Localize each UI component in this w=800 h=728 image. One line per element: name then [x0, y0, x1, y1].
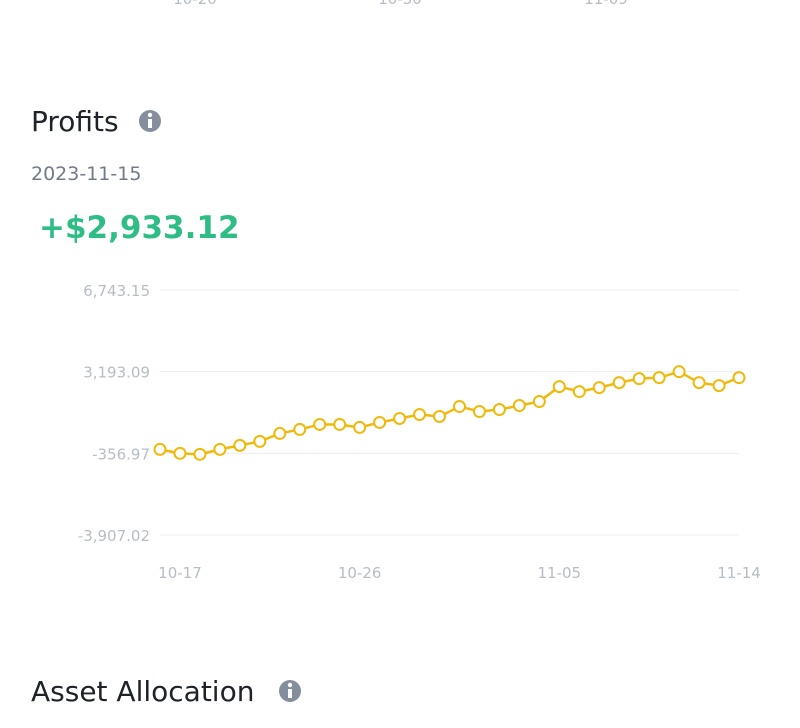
- data-point: [672, 365, 686, 379]
- data-point: [652, 371, 666, 385]
- top-axis-label: 10-20: [173, 0, 217, 8]
- data-point: [393, 411, 407, 425]
- data-point: [373, 415, 387, 429]
- data-point: [413, 408, 427, 422]
- data-point: [592, 381, 606, 395]
- data-point: [333, 417, 347, 431]
- section-title: Profits: [31, 105, 119, 138]
- data-point: [712, 379, 726, 393]
- data-point: [552, 380, 566, 394]
- date: 2023-11-15: [31, 163, 141, 185]
- data-point: [153, 442, 167, 456]
- data-point: [632, 372, 646, 386]
- y-tick-label: 6,743.15: [83, 282, 150, 300]
- x-tick-label: 10-26: [338, 564, 382, 582]
- data-point: [472, 405, 486, 419]
- data-point: [532, 395, 546, 409]
- data-point: [492, 403, 506, 417]
- data-point: [572, 385, 586, 399]
- x-tick-label: 11-14: [717, 564, 761, 582]
- data-point: [452, 400, 466, 414]
- data-point: [253, 434, 267, 448]
- profit-chart: -3,907.02 -356.97 3,193.09 6,743.15 10-17 10-…: [78, 282, 761, 582]
- data-point: [273, 426, 287, 440]
- x-tick-label: 11-05: [538, 564, 582, 582]
- data-point: [293, 422, 307, 436]
- top-axis-label: 10-30: [378, 0, 422, 8]
- info-icon[interactable]: [279, 680, 301, 702]
- profit-line: [159, 370, 740, 456]
- data-point: [233, 438, 247, 452]
- profit-value: +$2,933.12: [39, 210, 240, 246]
- data-point: [213, 442, 227, 456]
- data-point: [732, 371, 746, 385]
- section-title: Asset Allocation: [31, 675, 254, 708]
- data-point: [692, 376, 706, 390]
- top-axis-label: 11-09: [584, 0, 628, 8]
- info-icon[interactable]: [139, 110, 161, 132]
- x-tick-label: 10-17: [158, 564, 202, 582]
- y-tick-label: 3,193.09: [83, 364, 150, 382]
- data-point: [353, 420, 367, 434]
- data-point: [313, 417, 327, 431]
- y-tick-label: -3,907.02: [78, 527, 150, 545]
- y-tick-label: -356.97: [92, 445, 150, 463]
- data-point: [193, 447, 207, 461]
- data-point: [433, 409, 447, 423]
- data-point: [173, 446, 187, 460]
- data-point: [512, 399, 526, 413]
- data-point: [612, 376, 626, 390]
